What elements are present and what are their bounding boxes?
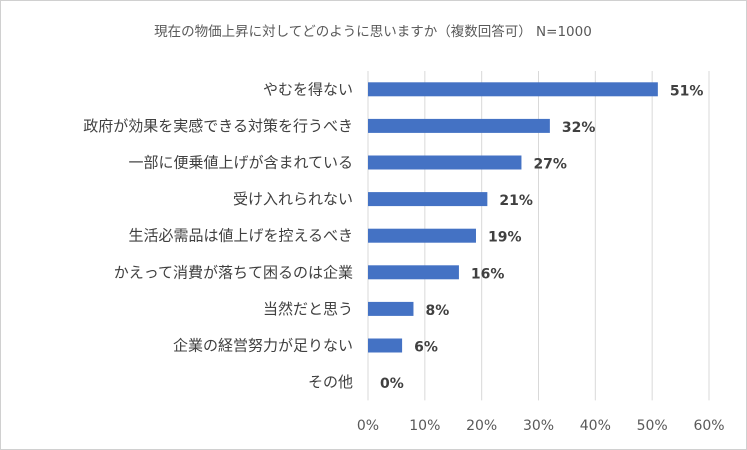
category-labels: やむを得ない政府が効果を実感できる対策を行うべき一部に便乗値上げが含まれている受…	[83, 80, 353, 391]
data-label: 27%	[533, 157, 567, 173]
category-label: 生活必需品は値上げを控えるべき	[128, 227, 353, 245]
x-tick-label: 50%	[637, 418, 668, 434]
x-tick-label: 10%	[409, 418, 440, 434]
x-tick-label: 0%	[357, 418, 379, 434]
bar	[368, 155, 522, 170]
category-label: 一部に便乗値上げが含まれている	[128, 154, 353, 172]
bar	[368, 265, 459, 280]
bar	[368, 301, 414, 316]
data-label: 32%	[562, 120, 596, 136]
x-tick-label: 40%	[580, 418, 611, 434]
category-label: 当然だと思う	[263, 300, 353, 318]
data-label: 19%	[488, 230, 522, 246]
data-label: 16%	[471, 266, 505, 282]
bar	[368, 82, 658, 97]
category-label: 企業の経営努力が足りない	[173, 337, 353, 355]
x-tick-label: 60%	[693, 418, 724, 434]
bar	[368, 192, 488, 207]
data-label: 51%	[670, 83, 704, 99]
bars	[368, 82, 658, 353]
bar	[368, 338, 403, 353]
category-label: やむを得ない	[263, 80, 353, 98]
x-axis-ticks: 0% 10% 20% 30% 40% 50% 60%	[357, 418, 725, 434]
data-label: 21%	[499, 193, 533, 209]
bar	[368, 228, 476, 243]
category-label: その他	[308, 373, 353, 391]
data-label: 0%	[380, 376, 404, 392]
category-label: かえって消費が落ちて困るのは企業	[114, 263, 353, 281]
category-label: 政府が効果を実感できる対策を行うべき	[83, 117, 353, 135]
chart-title: 現在の物価上昇に対してどのように思いますか（複数回答可） N=1000	[154, 23, 592, 40]
data-label: 6%	[414, 340, 438, 356]
category-label: 受け入れられない	[233, 190, 353, 208]
data-label: 8%	[425, 303, 449, 319]
bar	[368, 118, 550, 133]
x-tick-label: 30%	[523, 418, 554, 434]
x-tick-label: 20%	[466, 418, 497, 434]
data-labels: 51% 32% 27% 21% 19% 16% 8% 6% 0%	[380, 83, 703, 392]
